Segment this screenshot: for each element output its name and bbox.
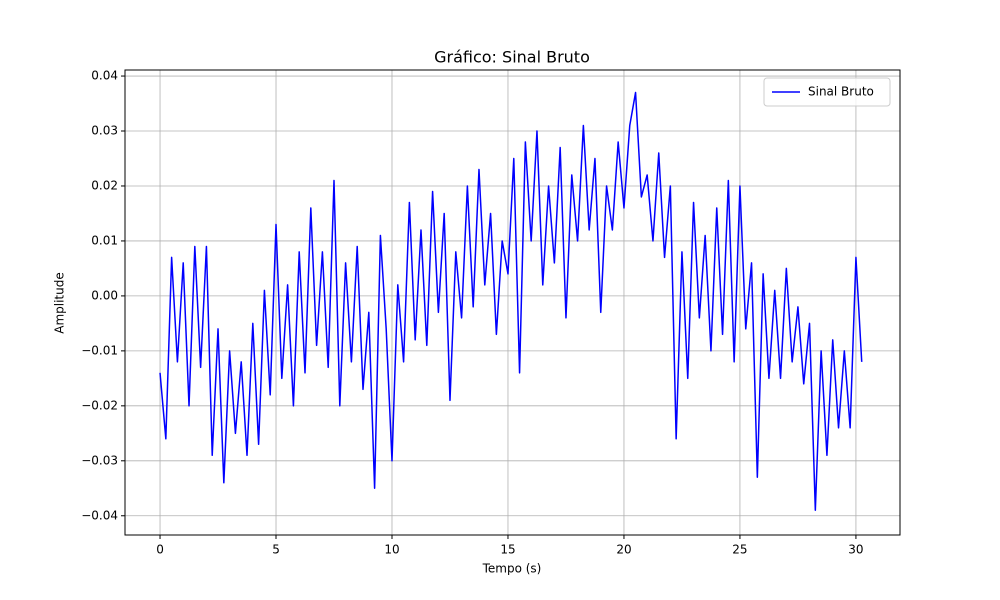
x-axis-label: Tempo (s) — [482, 562, 542, 576]
x-tick-label: 5 — [272, 543, 280, 557]
x-tick-label: 15 — [500, 543, 515, 557]
y-tick-label: −0.02 — [81, 398, 118, 412]
y-tick-label: −0.04 — [81, 508, 118, 522]
x-tick-label: 25 — [732, 543, 747, 557]
x-tick-label: 0 — [156, 543, 164, 557]
y-tick-label: 0.00 — [91, 288, 118, 302]
legend-label: Sinal Bruto — [808, 85, 874, 99]
y-tick-label: −0.03 — [81, 453, 118, 467]
legend-box — [763, 77, 891, 107]
y-tick-label: 0.02 — [91, 178, 118, 192]
y-tick-label: −0.01 — [81, 343, 118, 357]
y-tick-label: 0.04 — [91, 69, 118, 83]
x-tick-label: 30 — [848, 543, 863, 557]
x-tick-label: 20 — [616, 543, 631, 557]
y-tick-label: 0.03 — [91, 124, 118, 138]
chart-title: Gráfico: Sinal Bruto — [434, 48, 590, 67]
y-tick-label: 0.01 — [91, 233, 118, 247]
y-axis-label: Amplitude — [53, 272, 67, 334]
signal-line — [159, 91, 863, 512]
x-tick-label: 10 — [384, 543, 399, 557]
plot-frame — [124, 69, 901, 536]
